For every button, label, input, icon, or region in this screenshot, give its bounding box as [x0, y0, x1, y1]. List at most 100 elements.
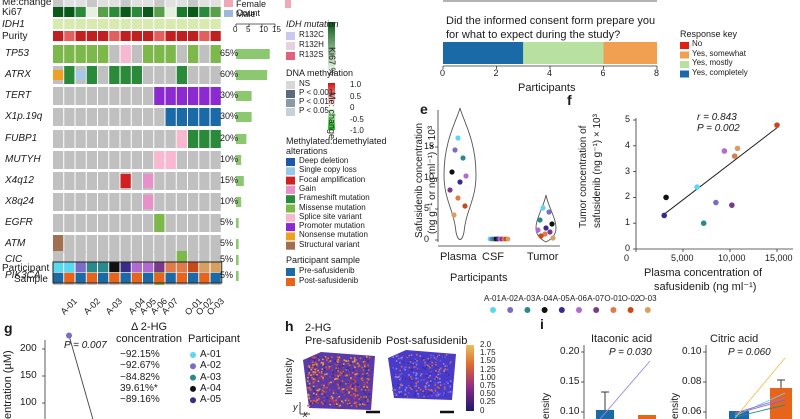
h-pre-pixel	[334, 378, 336, 381]
legend-sex-male: Male	[236, 9, 256, 19]
h-pre-pixel	[315, 374, 318, 377]
h-pre-pixel	[366, 395, 369, 398]
gene-cell	[210, 193, 221, 211]
h-pre-pixel	[313, 399, 315, 402]
gene-cell	[53, 130, 64, 148]
h-pre-pixel	[320, 375, 323, 378]
gene-cell	[109, 87, 120, 105]
survey-tick-label: 6	[600, 68, 606, 78]
idh-item-label: R132H	[299, 40, 324, 49]
h-pre-pixel	[361, 377, 364, 380]
h-pre-pixel	[330, 395, 333, 398]
h-post-pixel	[400, 365, 403, 368]
alteration-cell	[109, 66, 120, 84]
mechange-scale	[328, 83, 335, 130]
e-point-plasma	[457, 179, 463, 185]
h-pre-pixel	[318, 398, 321, 401]
h-pre-pixel	[355, 401, 357, 404]
h-post-pixel	[416, 360, 418, 362]
f-xtick-label: 15,000	[765, 253, 793, 263]
count-bar	[236, 134, 247, 144]
h-post-pixel	[436, 377, 439, 379]
ki67-cell	[210, 7, 221, 17]
h-post-pixel	[398, 386, 401, 389]
h-post-pixel	[434, 394, 437, 396]
h-post-pixel	[436, 391, 439, 394]
h-pre-pixel	[333, 403, 336, 406]
h-pre-pixel	[312, 381, 315, 384]
h-pre-pixel	[321, 392, 324, 395]
purity-cell	[199, 31, 210, 41]
e-point-tumor	[535, 227, 541, 233]
alteration-item-label: Nonsense mutation	[299, 230, 368, 240]
legend-dna-title: DNA methylation	[286, 68, 354, 78]
sample-cell	[199, 273, 210, 283]
h-pre-pixel	[324, 386, 327, 389]
h-pre-pixel	[324, 356, 327, 358]
gene-cell	[86, 172, 97, 190]
h-pre-pixel	[363, 365, 366, 368]
h-pre-pixel	[353, 402, 356, 404]
h-pre-pixel	[345, 360, 347, 362]
h-post-pixel	[400, 377, 403, 379]
mechange-cell	[165, 0, 176, 7]
h-pre-pixel	[368, 393, 370, 395]
h-post-pixel	[429, 390, 432, 393]
dna-item-label: P < 0.01	[299, 97, 329, 106]
h-pre-pixel	[358, 404, 361, 407]
h-post-pixel	[398, 387, 401, 390]
i-b-pairline	[734, 392, 786, 417]
h-pre-pixel	[335, 399, 338, 401]
e-tick-label: 0	[424, 234, 430, 244]
gene-cell	[199, 235, 210, 253]
f-point	[713, 199, 719, 206]
ki67-cell	[154, 7, 165, 17]
h-post-pixel	[430, 356, 432, 359]
gene-cell	[199, 172, 210, 190]
h-post-pixel	[397, 357, 400, 360]
panel-e-letter: e	[420, 101, 428, 117]
h-pre-pixel	[317, 369, 319, 372]
h-pre-pixel	[322, 362, 324, 364]
h-post-pixel	[446, 365, 449, 367]
gene-pct: 65%	[220, 48, 239, 58]
h-pre-pixel	[336, 370, 338, 373]
gene-cell	[210, 251, 221, 269]
f-ytick-label: 0	[625, 243, 631, 253]
alteration-swatch	[286, 213, 295, 222]
h-post-pixel	[435, 370, 437, 372]
h-pre-pixel	[339, 383, 341, 386]
h-pre-pixel	[357, 394, 359, 396]
h-post-pixel	[407, 384, 410, 387]
idh-swatch	[286, 32, 295, 40]
gene-cell	[75, 235, 86, 253]
h-pre-pixel	[318, 371, 321, 374]
h-post-pixel	[423, 395, 425, 398]
alteration-cell	[210, 45, 221, 63]
survey-key-swatch	[680, 70, 689, 78]
gene-label: X8q24	[5, 196, 34, 207]
h-pre-pixel	[312, 358, 314, 361]
gene-cell	[75, 214, 86, 232]
gene-cell	[109, 235, 120, 253]
h-pre-pixel	[338, 386, 340, 389]
dna-item-label: P < 0.001	[299, 88, 334, 97]
panel-h-title: 2-HG	[305, 322, 332, 334]
alteration-cell	[165, 87, 176, 105]
h-pre-pixel	[353, 401, 356, 403]
survey-key-swatch	[680, 51, 689, 59]
e-point-plasma	[462, 203, 468, 209]
h-post-pixel	[431, 390, 433, 392]
gene-cell	[188, 235, 199, 253]
ki67-cell	[98, 7, 109, 17]
idh1-cell	[199, 19, 210, 29]
ki67-cell	[143, 7, 154, 17]
gene-cell	[98, 108, 109, 126]
h-pre-pixel	[350, 378, 353, 380]
h-pre-pixel	[308, 395, 310, 398]
h-pre-pixel	[355, 404, 357, 407]
h-pre-pixel	[337, 367, 340, 370]
h-pre-pixel	[331, 365, 333, 367]
h-post-pixel	[398, 390, 400, 393]
h-pre-pixel	[343, 363, 345, 366]
